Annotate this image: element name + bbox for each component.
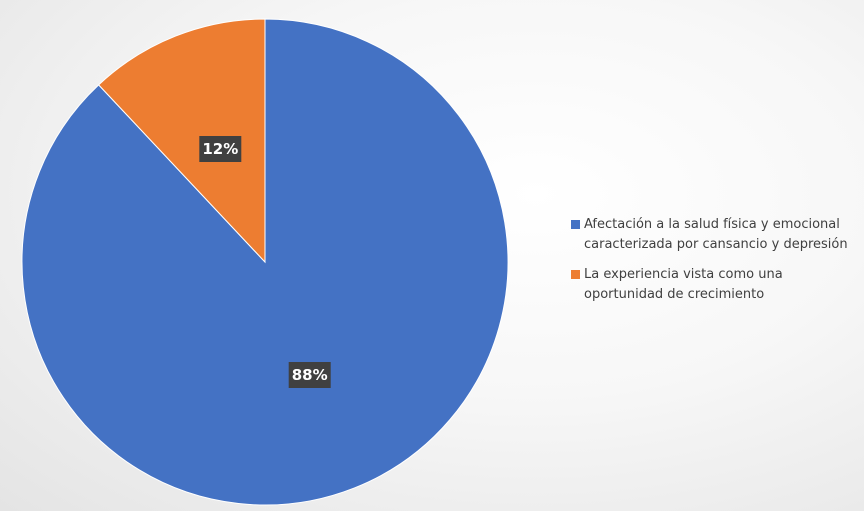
legend-swatch <box>571 270 580 279</box>
data-label: 12% <box>199 136 242 162</box>
legend-swatch <box>571 220 580 229</box>
legend: Afectación a la salud física y emocional… <box>571 215 861 315</box>
legend-item: La experiencia vista como una oportunida… <box>571 265 861 305</box>
data-label-text: 88% <box>292 366 328 384</box>
legend-label: Afectación a la salud física y emocional… <box>584 217 848 252</box>
data-label-box <box>199 136 242 162</box>
legend-label: La experiencia vista como una oportunida… <box>584 267 783 302</box>
data-label-text: 12% <box>202 140 238 158</box>
data-labels: 88% 12% <box>199 136 331 388</box>
data-label: 88% <box>288 362 331 388</box>
pie-slice <box>97 18 266 264</box>
data-label-box <box>288 362 331 388</box>
pie-slices <box>21 18 509 506</box>
legend-item: Afectación a la salud física y emocional… <box>571 215 861 255</box>
